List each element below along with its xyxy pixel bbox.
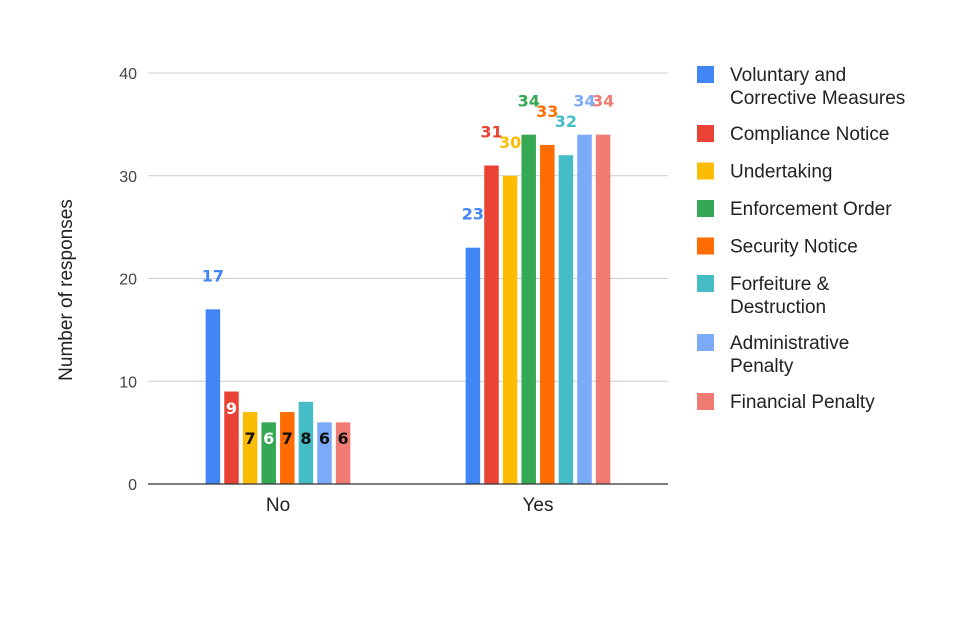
legend-item: Compliance Notice xyxy=(697,124,889,145)
bar xyxy=(521,134,536,484)
data-label: 34 xyxy=(518,92,540,111)
y-tick-label: 20 xyxy=(119,272,137,289)
legend-item: Undertaking xyxy=(697,162,832,183)
data-label: 33 xyxy=(536,102,558,121)
legend-swatch xyxy=(697,125,714,142)
bar xyxy=(224,391,239,484)
y-axis-title: Number of responses xyxy=(56,199,77,381)
data-label: 17 xyxy=(202,266,224,285)
bar xyxy=(577,134,592,484)
legend: Voluntary and Corrective Measures Complian… xyxy=(697,65,905,413)
data-label: 23 xyxy=(462,205,484,224)
data-label: 32 xyxy=(555,112,577,131)
data-label: 30 xyxy=(499,133,521,152)
legend-swatch xyxy=(697,334,714,351)
legend-label: Forfeiture & Destruction xyxy=(730,274,830,318)
bar xyxy=(317,422,332,484)
data-label: 7 xyxy=(245,429,256,448)
legend-swatch xyxy=(697,237,714,255)
bar xyxy=(205,309,221,484)
x-category-label: Yes xyxy=(523,495,554,516)
legend-label: Compliance Notice xyxy=(730,124,889,145)
x-axis-categories: No Yes xyxy=(266,495,554,516)
legend-item: Security Notice xyxy=(697,237,858,258)
data-label: 9 xyxy=(226,399,237,418)
legend-label: Undertaking xyxy=(730,162,832,183)
legend-label: Financial Penalty xyxy=(730,392,875,413)
y-tick-label: 0 xyxy=(128,477,137,494)
bar xyxy=(558,155,574,484)
data-label: 34 xyxy=(592,92,614,111)
bar xyxy=(335,422,351,484)
bar xyxy=(540,144,555,485)
legend-item: Voluntary and Corrective Measures xyxy=(697,65,905,109)
bars xyxy=(205,134,611,485)
legend-label: Voluntary and Corrective Measures xyxy=(730,65,905,109)
legend-label: Administrative Penalty xyxy=(730,333,849,377)
data-label: 8 xyxy=(300,429,311,448)
bar xyxy=(298,401,314,484)
bar xyxy=(502,175,518,484)
data-label: 34 xyxy=(573,92,595,111)
data-label: 6 xyxy=(338,429,349,448)
bar xyxy=(595,134,611,484)
data-label: 6 xyxy=(319,429,330,448)
bar xyxy=(261,422,276,484)
bar xyxy=(465,247,481,484)
legend-label: Enforcement Order xyxy=(730,199,892,220)
bar xyxy=(484,165,499,484)
legend-item: Forfeiture & Destruction xyxy=(697,274,830,318)
legend-swatch xyxy=(697,66,714,83)
data-label: 7 xyxy=(282,429,293,448)
x-category-label: No xyxy=(266,495,290,516)
bar xyxy=(280,412,295,484)
legend-swatch xyxy=(697,393,714,410)
data-label: 31 xyxy=(480,122,502,141)
y-axis-ticks: 0 10 20 30 40 xyxy=(119,66,137,494)
legend-item: Financial Penalty xyxy=(697,392,875,413)
y-tick-label: 10 xyxy=(119,374,137,391)
legend-swatch xyxy=(697,200,714,217)
legend-swatch xyxy=(697,162,714,180)
y-tick-label: 40 xyxy=(119,66,137,83)
legend-label: Security Notice xyxy=(730,237,858,258)
legend-item: Administrative Penalty xyxy=(697,333,849,377)
bar xyxy=(242,412,258,484)
legend-swatch xyxy=(697,275,714,292)
data-label: 6 xyxy=(263,429,274,448)
legend-item: Enforcement Order xyxy=(697,199,892,220)
y-tick-label: 30 xyxy=(119,169,137,186)
